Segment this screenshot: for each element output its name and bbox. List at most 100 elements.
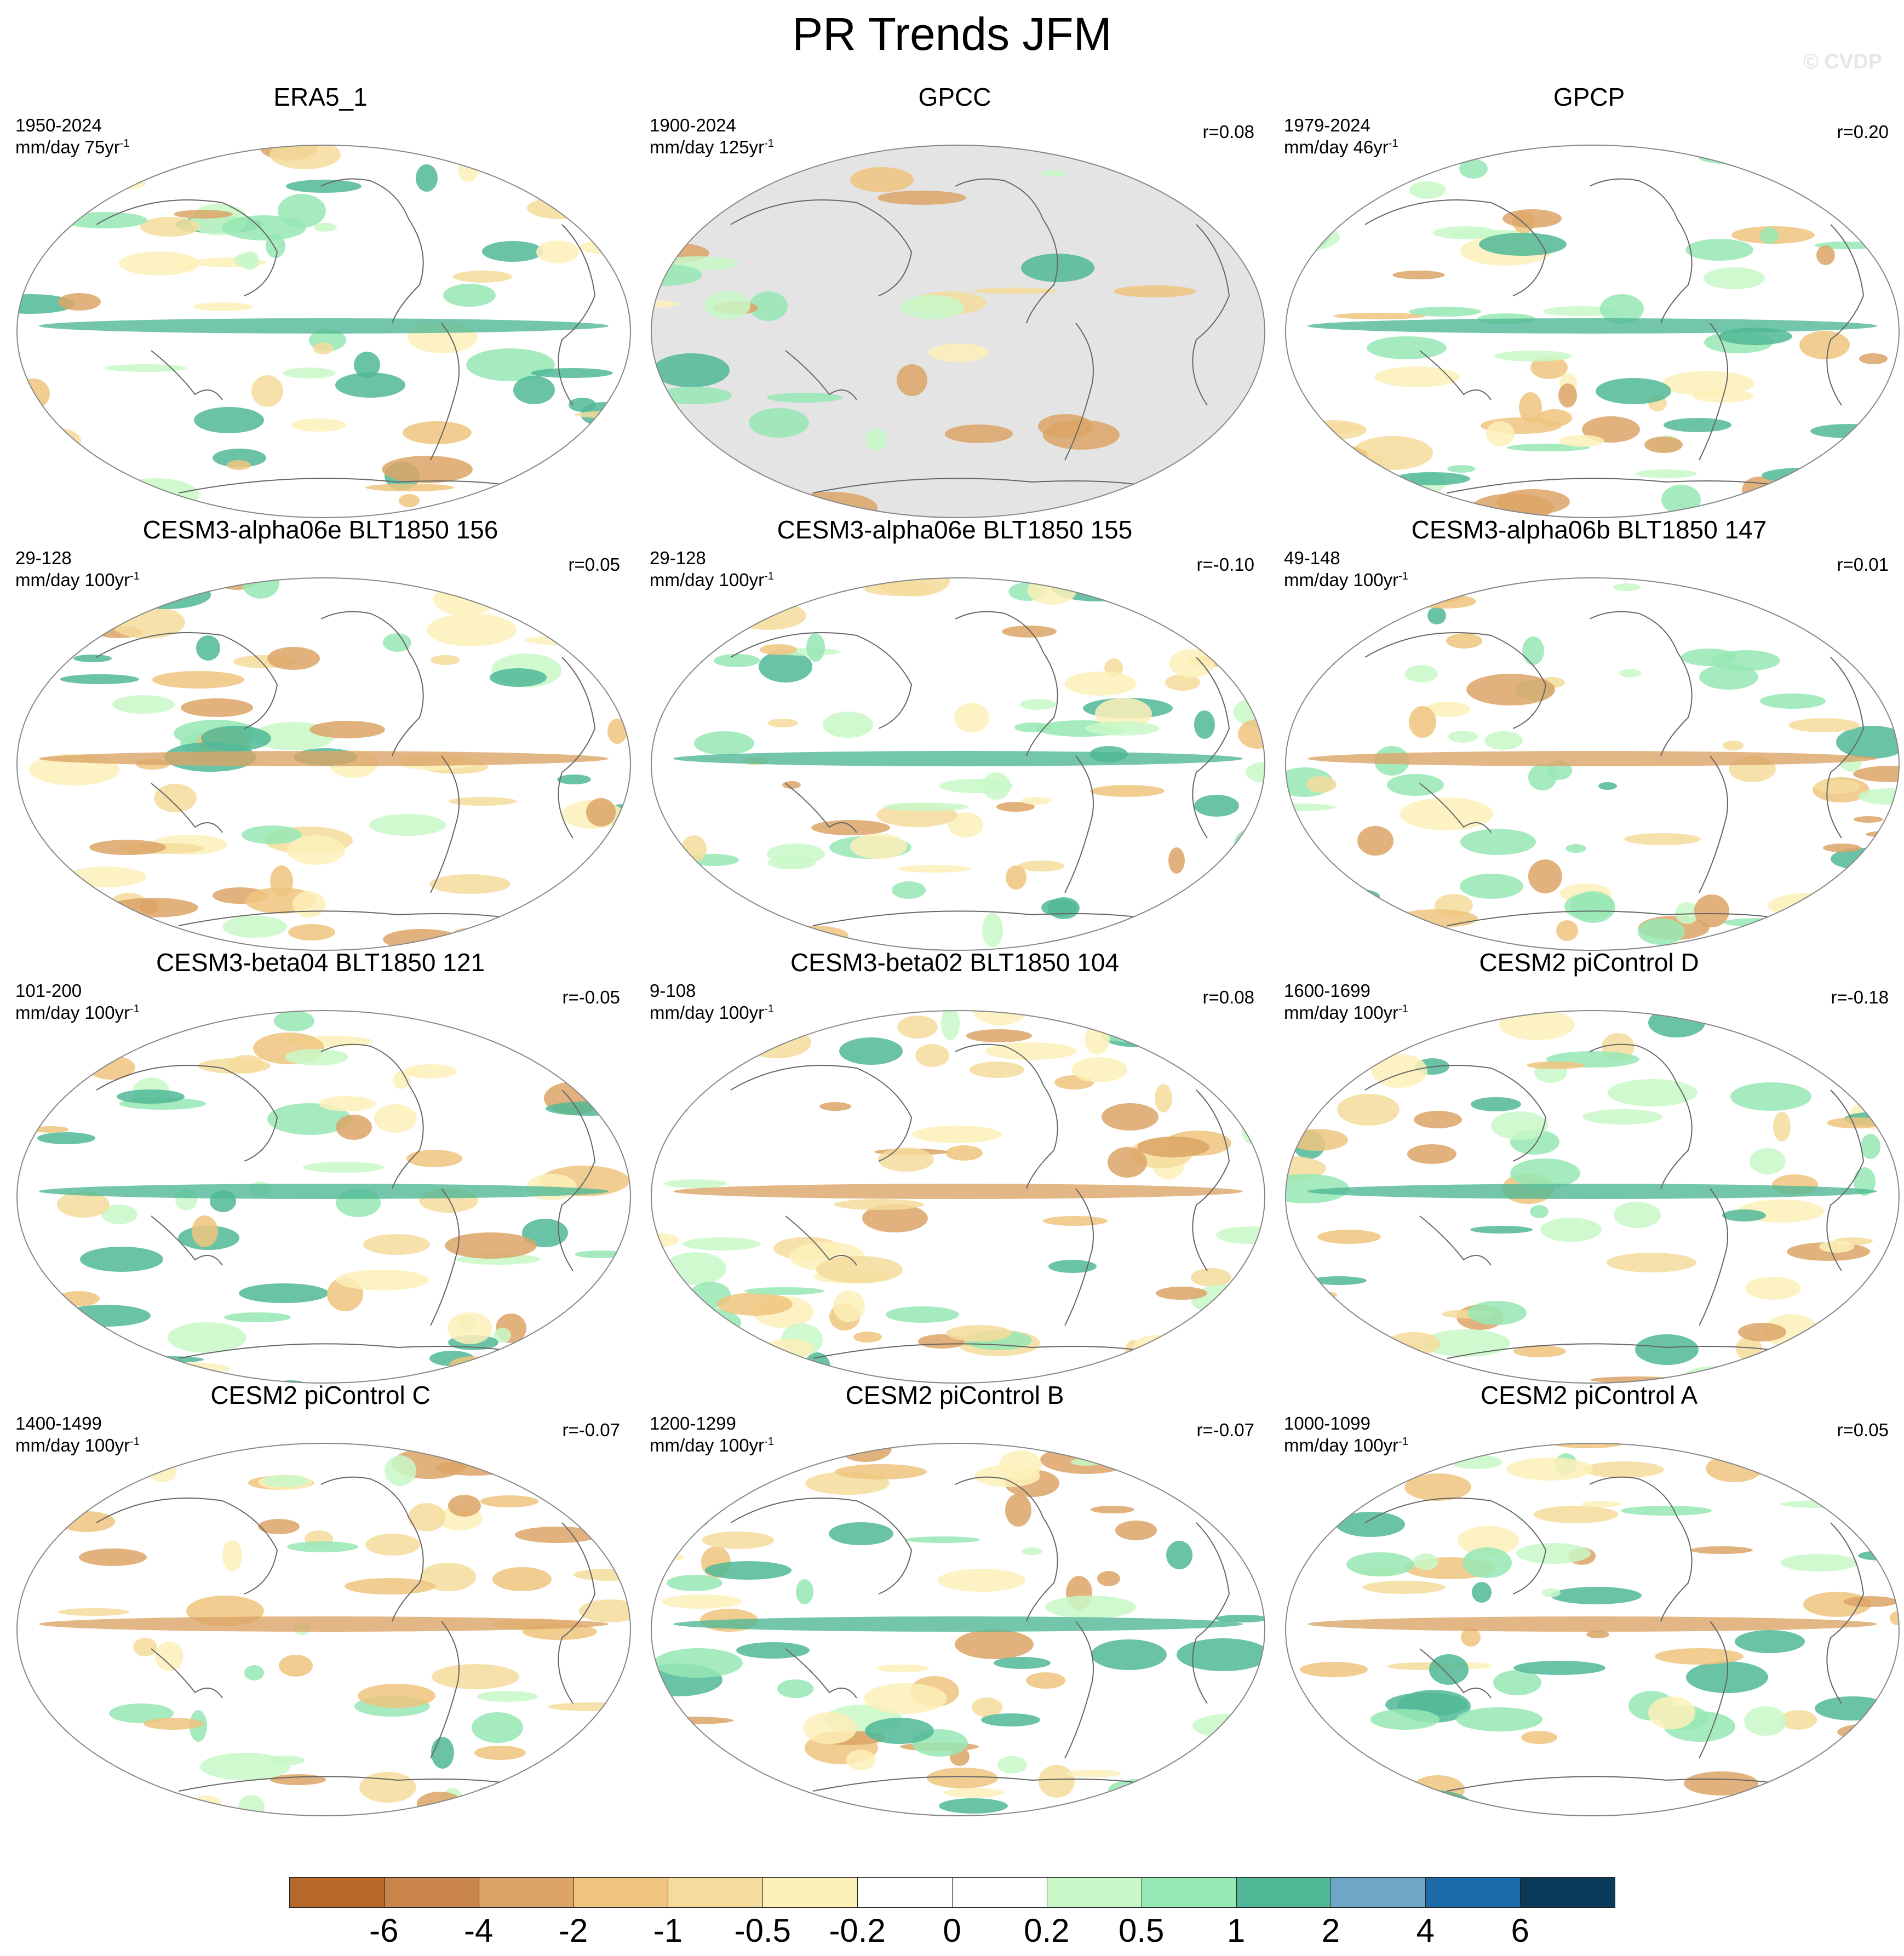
trend-blob	[928, 343, 989, 362]
panel-title: CESM3-alpha06b BLT1850 147	[1411, 515, 1767, 544]
units-exponent: -1	[1398, 1003, 1408, 1015]
equatorial-band	[39, 751, 609, 766]
trend-blob	[782, 781, 801, 789]
trend-blob	[1600, 294, 1644, 324]
trend-blob	[522, 1219, 568, 1247]
trend-blob	[213, 449, 266, 467]
trend-blob	[777, 1679, 813, 1698]
trend-blob	[54, 1778, 147, 1799]
map-panel: CESM3-beta02 BLT1850 104 9-108 mm/day 100y…	[640, 948, 1270, 1384]
trend-blob	[1499, 1011, 1575, 1040]
trend-blob	[482, 241, 543, 262]
trend-blob	[494, 1328, 511, 1343]
panel-title: ERA5_1	[273, 83, 368, 111]
correlation-label: r=0.08	[1202, 122, 1255, 142]
trend-blob	[1744, 1706, 1787, 1736]
coastline	[151, 783, 223, 833]
colorbar-tick-label: 2	[1321, 1912, 1340, 1949]
trend-blob	[267, 647, 320, 670]
trend-blob	[966, 1029, 1032, 1042]
trend-blob	[651, 913, 721, 940]
units-exponent: -1	[130, 570, 140, 582]
trend-blob	[477, 1691, 538, 1702]
trend-blob	[1409, 307, 1481, 317]
trend-blob	[1466, 674, 1555, 705]
trend-blob	[79, 1548, 147, 1566]
coastline	[955, 178, 1058, 324]
trend-blob	[556, 1068, 630, 1077]
panel-title: CESM3-beta04 BLT1850 121	[156, 948, 485, 977]
trend-blob	[1491, 1111, 1548, 1140]
trend-blob	[453, 271, 512, 283]
trend-blob	[17, 604, 81, 615]
trend-blob	[1238, 719, 1265, 749]
coastline	[730, 199, 913, 296]
trend-blob	[448, 1495, 481, 1517]
units-text: mm/day 100yr	[1284, 570, 1399, 590]
map-panel: CESM2 piControl C 1400-1499 mm/day 100yr-1…	[5, 1380, 635, 1816]
map-border	[16, 1443, 631, 1816]
trend-blob	[749, 408, 809, 438]
trend-blob	[309, 721, 385, 738]
trend-blob	[1363, 1581, 1445, 1594]
trend-blob	[458, 154, 479, 182]
trend-blob	[285, 1049, 348, 1065]
trend-blob	[1788, 718, 1860, 732]
trend-blob	[1816, 1346, 1878, 1359]
trend-blob	[1392, 271, 1445, 279]
trend-blob	[1513, 1661, 1605, 1675]
trend-blob	[200, 1753, 291, 1780]
map-border	[16, 145, 631, 518]
trend-blob	[898, 865, 971, 873]
trend-blob	[1197, 899, 1265, 907]
coastline	[558, 1089, 596, 1271]
trend-blob	[269, 145, 341, 169]
trend-blob	[1694, 894, 1729, 927]
trend-blob	[140, 1362, 230, 1374]
trend-blob	[525, 635, 613, 645]
trend-blob	[408, 1503, 445, 1531]
colorbar-segment	[952, 1877, 1047, 1908]
coastline	[1419, 350, 1492, 400]
correlation-label: r=0.05	[1837, 1420, 1889, 1440]
trend-blob	[580, 1014, 598, 1035]
trend-blob	[1409, 706, 1436, 738]
trend-blob	[834, 1199, 924, 1210]
panel-title: CESM3-alpha06e BLT1850 156	[142, 515, 498, 544]
trend-blob	[1556, 920, 1578, 941]
trend-blob	[730, 601, 806, 630]
correlation-label: r=0.08	[1202, 987, 1255, 1007]
map-panel: CESM3-beta04 BLT1850 121 101-200 mm/day 10…	[5, 948, 635, 1384]
colorbar-segment	[1330, 1877, 1426, 1908]
trend-blob	[1742, 477, 1777, 504]
trend-blob	[112, 175, 135, 185]
trend-blob	[1854, 816, 1883, 823]
colorbar-tick-label: -0.2	[829, 1912, 886, 1949]
trend-blob	[651, 909, 681, 917]
trend-blob	[1022, 1547, 1042, 1555]
period-label: 29-128	[650, 548, 706, 568]
trend-blob	[417, 1792, 463, 1816]
units-label: mm/day 125yr-1	[650, 137, 774, 158]
coastline	[1192, 1089, 1230, 1271]
trend-blob	[1221, 1459, 1265, 1492]
trend-blob	[443, 284, 496, 307]
equatorial-band	[39, 318, 609, 334]
trend-blob	[654, 1648, 743, 1678]
trend-blob	[1816, 245, 1835, 265]
trend-blob	[1168, 847, 1185, 874]
trend-blob	[454, 927, 506, 936]
trend-blob	[369, 814, 446, 836]
trend-blob	[941, 1011, 960, 1040]
trend-blob	[358, 1684, 435, 1708]
trend-blob	[1735, 1630, 1805, 1653]
trend-blob	[565, 481, 624, 493]
trend-blob	[575, 1251, 628, 1258]
trend-blob	[112, 695, 175, 714]
trend-blob	[1211, 1488, 1237, 1507]
trend-blob	[878, 1148, 934, 1172]
trend-blob	[1289, 435, 1341, 456]
trend-blob	[520, 1781, 550, 1792]
trend-blob	[1137, 1137, 1209, 1157]
trend-blob	[1433, 226, 1499, 239]
